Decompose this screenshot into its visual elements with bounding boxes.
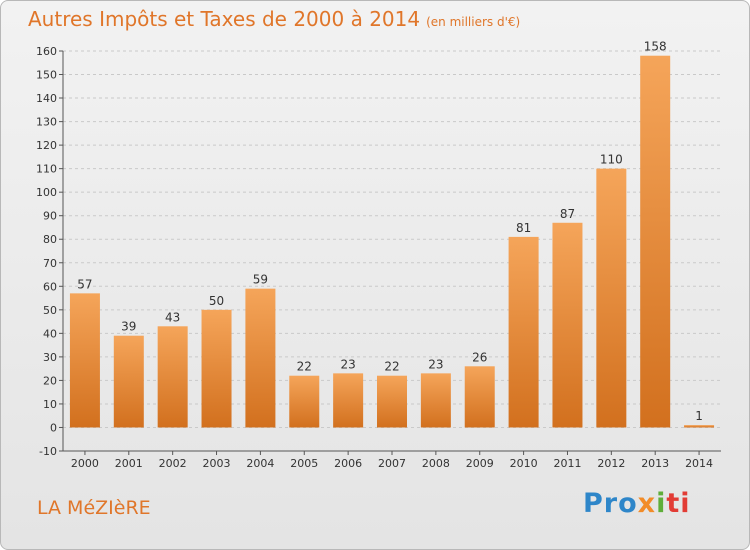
x-tick-label: 2012	[597, 457, 625, 470]
y-tick-label: 40	[43, 327, 57, 340]
place-name: LA MéZIèRE	[37, 497, 151, 519]
y-tick-label: 90	[43, 210, 57, 223]
bar	[508, 236, 539, 428]
chart-title: Autres Impôts et Taxes de 2000 à 2014 (en…	[28, 7, 520, 31]
y-tick-label: 160	[36, 45, 57, 58]
bar	[464, 366, 495, 428]
logo-part-2: x	[637, 488, 657, 519]
x-tick-label: 2004	[246, 457, 274, 470]
chart-title-unit: (en milliers d'€)	[426, 15, 521, 29]
x-tick-label: 2006	[334, 457, 362, 470]
bar	[420, 373, 451, 428]
x-tick-label: 2001	[115, 457, 143, 470]
bar	[640, 55, 671, 428]
chart-title-main: Autres Impôts et Taxes de 2000 à 2014	[28, 7, 421, 31]
bar-value-label: 39	[121, 320, 136, 334]
x-tick-label: 2002	[159, 457, 187, 470]
bar	[684, 425, 715, 428]
logo-part-4: ti	[666, 488, 691, 519]
bar-value-label: 22	[297, 360, 312, 374]
x-tick-label: 2014	[685, 457, 713, 470]
y-tick-label: 50	[43, 304, 57, 317]
x-tick-label: 2011	[553, 457, 581, 470]
x-tick-label: 2013	[641, 457, 669, 470]
y-tick-label: 20	[43, 374, 57, 387]
x-tick-label: 2003	[203, 457, 231, 470]
y-tick-label: 30	[43, 351, 57, 364]
bar-value-label: 110	[600, 153, 623, 167]
bar-value-label: 81	[516, 221, 531, 235]
bar-value-label: 43	[165, 310, 180, 324]
bar-value-label: 22	[384, 360, 399, 374]
bar	[552, 222, 583, 428]
bar	[157, 326, 188, 428]
x-tick-label: 2007	[378, 457, 406, 470]
bar-value-label: 23	[428, 357, 443, 371]
y-tick-label: 0	[50, 421, 57, 434]
x-tick-label: 2000	[71, 457, 99, 470]
bar-value-label: 1	[695, 409, 703, 423]
y-tick-label: 10	[43, 398, 57, 411]
y-tick-label: -10	[39, 445, 57, 458]
bar-value-label: 50	[209, 294, 224, 308]
bar	[333, 373, 364, 428]
bar-value-label: 57	[77, 277, 92, 291]
logo-part-3: i	[656, 488, 667, 519]
bar-value-label: 87	[560, 207, 575, 221]
bar-value-label: 26	[472, 350, 487, 364]
y-tick-label: 80	[43, 233, 57, 246]
y-tick-label: 130	[36, 116, 57, 129]
logo-part-1: Pro	[583, 488, 638, 519]
bar-value-label: 23	[340, 357, 355, 371]
bar	[377, 375, 407, 428]
y-tick-label: 140	[36, 92, 57, 105]
bar-value-label: 59	[253, 273, 268, 287]
x-tick-label: 2010	[510, 457, 538, 470]
bar	[69, 293, 100, 428]
x-tick-label: 2008	[422, 457, 450, 470]
y-tick-label: 110	[36, 163, 57, 176]
bar	[596, 168, 627, 428]
x-tick-label: 2005	[290, 457, 318, 470]
y-tick-label: 70	[43, 257, 57, 270]
y-tick-label: 150	[36, 69, 57, 82]
bar	[113, 335, 144, 428]
bar	[289, 375, 320, 428]
y-tick-label: 60	[43, 280, 57, 293]
bar	[201, 309, 232, 428]
y-tick-label: 120	[36, 139, 57, 152]
y-tick-label: 100	[36, 186, 57, 199]
bar-value-label: 158	[644, 40, 667, 54]
proxiti-logo: Proxiti	[583, 488, 691, 519]
x-tick-label: 2009	[466, 457, 494, 470]
bar	[245, 288, 276, 428]
